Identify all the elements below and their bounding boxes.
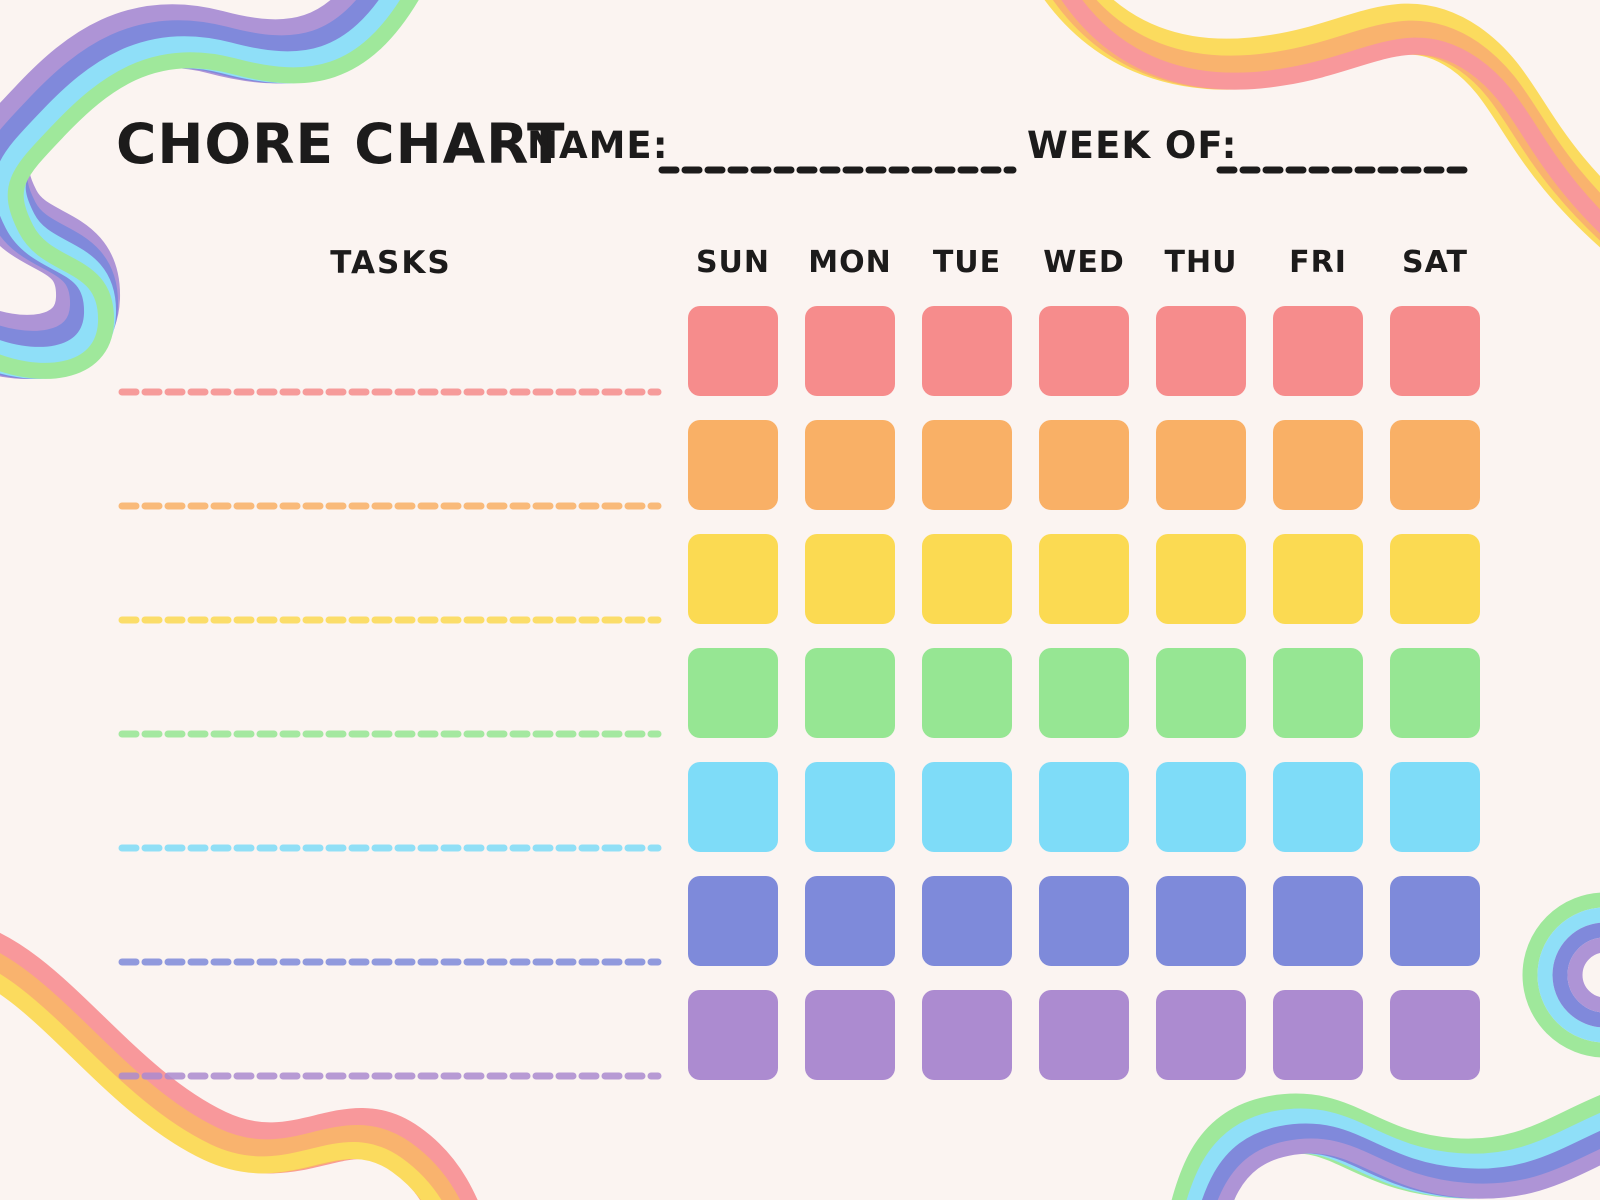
chore-cell-yellow-sun[interactable] <box>688 534 778 624</box>
chore-cell-yellow-fri[interactable] <box>1273 534 1363 624</box>
tasks-column-header: TASKS <box>330 245 452 281</box>
chore-cell-sky-blue-mon[interactable] <box>805 762 895 852</box>
chore-cell-green-sun[interactable] <box>688 648 778 738</box>
chore-cell-yellow-wed[interactable] <box>1039 534 1129 624</box>
ribbon-bottom-right-sweep <box>1171 1093 1600 1200</box>
chore-cell-purple-tue[interactable] <box>922 990 1012 1080</box>
chore-cell-coral-red-mon[interactable] <box>805 306 895 396</box>
page-title: CHORE CHART <box>116 112 566 176</box>
chore-cell-green-sat[interactable] <box>1390 648 1480 738</box>
chore-cell-coral-red-fri[interactable] <box>1273 306 1363 396</box>
chore-cell-coral-red-sun[interactable] <box>688 306 778 396</box>
chore-cell-coral-red-tue[interactable] <box>922 306 1012 396</box>
chore-cell-orange-wed[interactable] <box>1039 420 1129 510</box>
chore-cell-orange-tue[interactable] <box>922 420 1012 510</box>
chore-cell-green-mon[interactable] <box>805 648 895 738</box>
chore-cell-yellow-tue[interactable] <box>922 534 1012 624</box>
chore-cell-orange-sun[interactable] <box>688 420 778 510</box>
ribbon-bottom-left <box>0 973 442 1200</box>
chore-cell-purple-wed[interactable] <box>1039 990 1129 1080</box>
chore-cell-green-tue[interactable] <box>922 648 1012 738</box>
name-label: NAME: <box>527 124 669 167</box>
chore-cell-periwinkle-tue[interactable] <box>922 876 1012 966</box>
chore-cell-periwinkle-thu[interactable] <box>1156 876 1246 966</box>
ribbon-bottom-right-sweep <box>1186 1108 1600 1200</box>
week-label: WEEK OF: <box>1027 124 1238 167</box>
chore-cell-green-fri[interactable] <box>1273 648 1363 738</box>
chore-cell-sky-blue-thu[interactable] <box>1156 762 1246 852</box>
ribbon-bottom-right-sweep <box>1201 1123 1600 1200</box>
chore-cell-orange-thu[interactable] <box>1156 420 1246 510</box>
ribbon-bottom-right-loop <box>1567 937 1600 1013</box>
chore-cell-purple-mon[interactable] <box>805 990 895 1080</box>
chore-cell-periwinkle-wed[interactable] <box>1039 876 1129 966</box>
ribbon-bottom-right-loop <box>1552 922 1600 1028</box>
ribbon-top-left <box>0 0 416 379</box>
chore-cell-purple-thu[interactable] <box>1156 990 1246 1080</box>
ribbon-top-left <box>0 0 419 379</box>
ribbon-bottom-right-loop <box>1522 892 1600 1058</box>
chore-cell-periwinkle-fri[interactable] <box>1273 876 1363 966</box>
day-header-sat: SAT <box>1402 245 1468 280</box>
ribbon-top-left <box>0 0 418 379</box>
day-header-wed: WED <box>1043 245 1125 280</box>
chore-cell-sky-blue-wed[interactable] <box>1039 762 1129 852</box>
day-header-fri: FRI <box>1289 245 1347 280</box>
chore-cell-green-thu[interactable] <box>1156 648 1246 738</box>
chore-cell-sky-blue-sun[interactable] <box>688 762 778 852</box>
chore-cell-orange-mon[interactable] <box>805 420 895 510</box>
chore-cell-yellow-mon[interactable] <box>805 534 895 624</box>
chore-cell-periwinkle-mon[interactable] <box>805 876 895 966</box>
ribbon-bottom-right-loop <box>1537 907 1600 1043</box>
chore-cell-purple-sat[interactable] <box>1390 990 1480 1080</box>
chore-cell-periwinkle-sun[interactable] <box>688 876 778 966</box>
chore-cell-yellow-sat[interactable] <box>1390 534 1480 624</box>
chore-cell-orange-fri[interactable] <box>1273 420 1363 510</box>
chore-cell-orange-sat[interactable] <box>1390 420 1480 510</box>
chore-cell-coral-red-thu[interactable] <box>1156 306 1246 396</box>
chore-cell-sky-blue-sat[interactable] <box>1390 762 1480 852</box>
chore-cell-green-wed[interactable] <box>1039 648 1129 738</box>
chore-cell-coral-red-wed[interactable] <box>1039 306 1129 396</box>
day-header-tue: TUE <box>932 245 1002 280</box>
chore-cell-sky-blue-fri[interactable] <box>1273 762 1363 852</box>
chore-cell-periwinkle-sat[interactable] <box>1390 876 1480 966</box>
chore-cell-purple-sun[interactable] <box>688 990 778 1080</box>
chore-cell-coral-red-sat[interactable] <box>1390 306 1480 396</box>
day-header-sun: SUN <box>695 245 771 280</box>
day-header-thu: THU <box>1164 245 1238 280</box>
chore-cell-yellow-thu[interactable] <box>1156 534 1246 624</box>
chore-cell-sky-blue-tue[interactable] <box>922 762 1012 852</box>
ribbon-bottom-right-sweep <box>1217 1138 1600 1200</box>
chore-cell-purple-fri[interactable] <box>1273 990 1363 1080</box>
day-header-mon: MON <box>808 245 892 280</box>
